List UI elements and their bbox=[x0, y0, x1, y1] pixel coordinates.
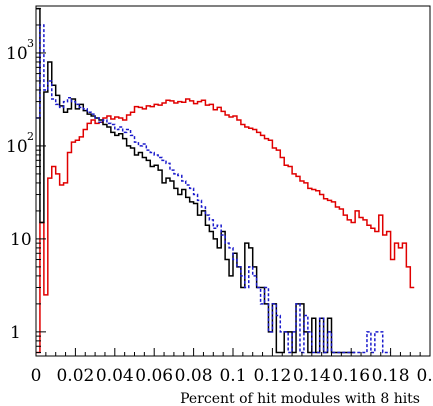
y-tick-label: 1 bbox=[10, 323, 21, 343]
x-tick-label: 0.1 bbox=[219, 366, 246, 386]
x-tick-label: 0.2 bbox=[416, 366, 433, 386]
y-tick-label: 10 bbox=[6, 137, 28, 157]
tick-layer bbox=[35, 8, 431, 356]
x-tick-label: 0.08 bbox=[175, 366, 213, 386]
y-tick-exponent: 2 bbox=[27, 130, 34, 143]
x-tick-label: 0.14 bbox=[293, 366, 331, 386]
plot-frame bbox=[35, 5, 431, 357]
y-tick-label: 10 bbox=[10, 230, 32, 250]
series-2-histogram bbox=[36, 7, 356, 354]
y-tick-label: 10 bbox=[6, 44, 28, 64]
x-tick-label: 0.12 bbox=[253, 366, 291, 386]
x-tick-label: 0.18 bbox=[372, 366, 410, 386]
x-tick-label: 0.04 bbox=[96, 366, 134, 386]
series-1-histogram bbox=[36, 98, 415, 354]
x-tick-label: 0.02 bbox=[56, 366, 94, 386]
label-layer: 0 0.020.040.060.08 0.1 0.120.140.160.18 0.2 1… bbox=[6, 37, 433, 386]
x-tick-label: 0 bbox=[31, 366, 42, 386]
x-axis-title: Percent of hit modules with 8 hits bbox=[180, 391, 420, 406]
x-tick-label: 0.06 bbox=[135, 366, 173, 386]
y-tick-exponent: 3 bbox=[27, 37, 34, 50]
series-3-histogram bbox=[36, 24, 391, 354]
x-tick-label: 0.16 bbox=[332, 366, 370, 386]
series-layer bbox=[36, 7, 415, 354]
